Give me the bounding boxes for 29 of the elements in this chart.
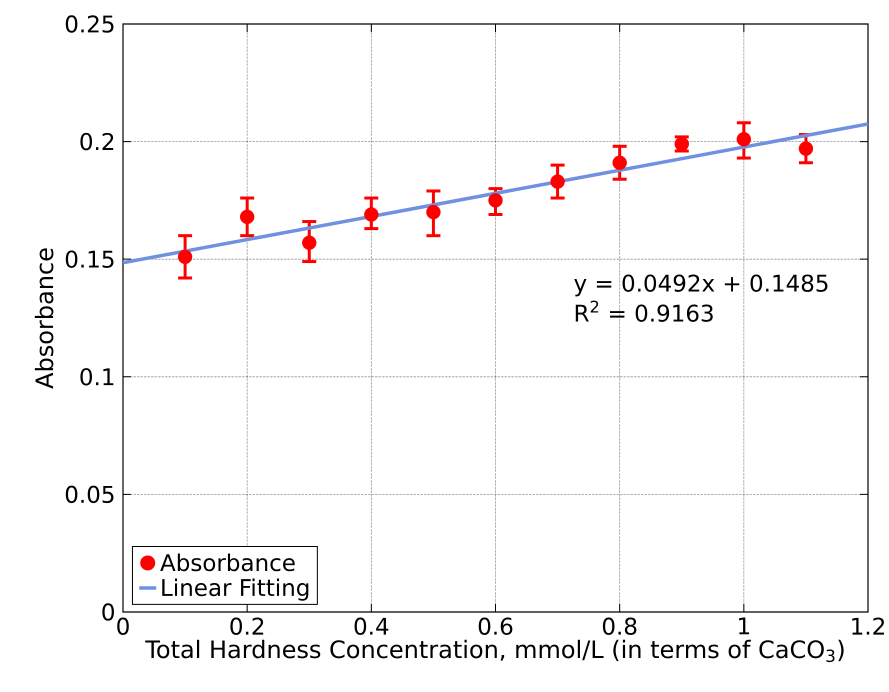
annotation: R$^{2}$ = 0.9163 — [576, 300, 713, 322]
x-tick-label: 0.2 — [230, 618, 264, 635]
y-tick-label: 0.1 — [80, 368, 114, 386]
x-tick-label: 0.6 — [478, 618, 512, 635]
x-tick-label: 1 — [739, 618, 750, 634]
point — [798, 141, 814, 156]
point — [736, 132, 752, 146]
point — [302, 236, 316, 250]
x-axis-title: Total Hardness Concentration, mmol/L (in terms of CaCO$_{3}$) — [145, 640, 844, 662]
y-tick-label: 0.05 — [66, 486, 114, 504]
x-tick-label: 0 — [117, 618, 129, 635]
y-tick-label: 0.15 — [66, 250, 114, 268]
x-tick-label: 0.8 — [602, 618, 636, 635]
point — [488, 193, 503, 208]
point — [240, 210, 254, 224]
x-tick-label: 0.4 — [354, 618, 388, 635]
y-tick-label: 0 — [102, 603, 114, 621]
y-tick-label: 0.25 — [66, 15, 114, 33]
legend-label: Absorbance — [160, 553, 295, 572]
point — [612, 156, 627, 170]
y-tick-label: 0.2 — [80, 132, 114, 150]
point — [364, 207, 379, 222]
y-axis-title: Absorbance — [34, 248, 54, 389]
point — [426, 204, 441, 220]
legend-label: Linear Fitting — [162, 578, 308, 601]
annotation: y = 0.0492x + 0.1485 — [574, 274, 828, 296]
point — [550, 174, 565, 189]
x-tick-label: 1.2 — [852, 618, 884, 635]
point — [178, 250, 192, 264]
